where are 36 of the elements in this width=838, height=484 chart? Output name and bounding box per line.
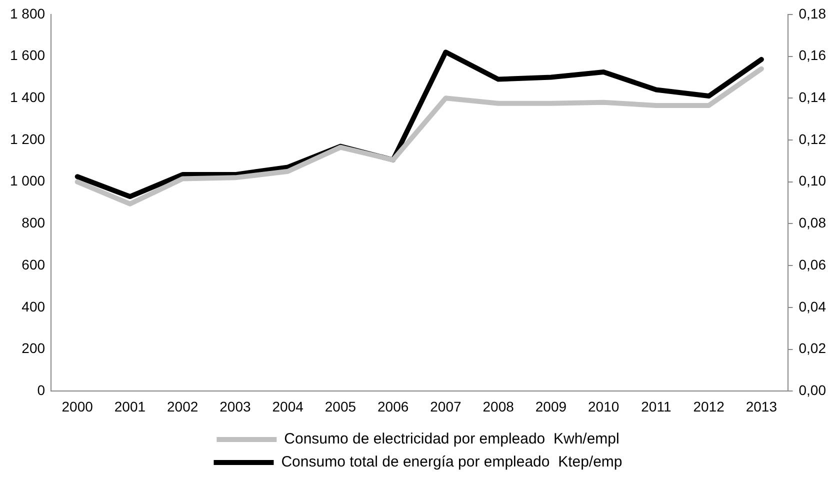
x-tick-label: 2010 — [588, 398, 620, 414]
y-tick-label: 1 400 — [10, 88, 46, 105]
y-tick-label: 1 600 — [10, 47, 46, 64]
y-tick-label: 1 000 — [10, 172, 46, 189]
y2-tick-label: 0,06 — [798, 256, 826, 272]
legend-label: Consumo de electricidad por empleado Kwh/empl — [284, 430, 620, 448]
x-tick-label: 2009 — [535, 398, 567, 414]
x-tick-label: 2011 — [641, 398, 672, 414]
x-tick-label: 2003 — [220, 398, 251, 414]
x-tick-label: 2001 — [114, 398, 146, 414]
y2-tick-label: 0,08 — [798, 214, 826, 231]
y-tick-label: 600 — [22, 256, 46, 272]
y2-tick-label: 0,12 — [798, 130, 826, 147]
y-tick-label: 1 800 — [10, 5, 46, 22]
x-tick-label: 2004 — [272, 398, 304, 414]
x-tick-label: 2000 — [62, 398, 94, 414]
y2-tick-label: 0,18 — [798, 5, 826, 22]
x-tick-label: 2013 — [746, 398, 778, 414]
y-tick-label: 0 — [37, 382, 46, 398]
y2-tick-label: 0,10 — [798, 172, 826, 189]
legend-label: Consumo total de energía por empleado Ktep/emp — [281, 454, 622, 471]
x-tick-label: 2006 — [378, 398, 409, 414]
x-tick-label: 2007 — [430, 398, 462, 414]
y-tick-label: 800 — [22, 214, 46, 231]
x-tick-label: 2012 — [693, 398, 725, 414]
y2-tick-label: 0,04 — [798, 298, 826, 314]
y-tick-label: 1 200 — [10, 130, 46, 147]
y-tick-label: 400 — [22, 298, 46, 314]
y2-tick-label: 0,02 — [798, 340, 826, 356]
x-tick-label: 2002 — [167, 398, 198, 414]
x-tick-label: 2005 — [324, 398, 356, 414]
x-tick-label: 2008 — [482, 398, 514, 414]
y2-tick-label: 0,16 — [798, 47, 826, 64]
y2-tick-label: 0,14 — [798, 88, 826, 105]
y-tick-label: 200 — [22, 340, 46, 356]
y2-tick-label: 0,00 — [798, 382, 826, 398]
